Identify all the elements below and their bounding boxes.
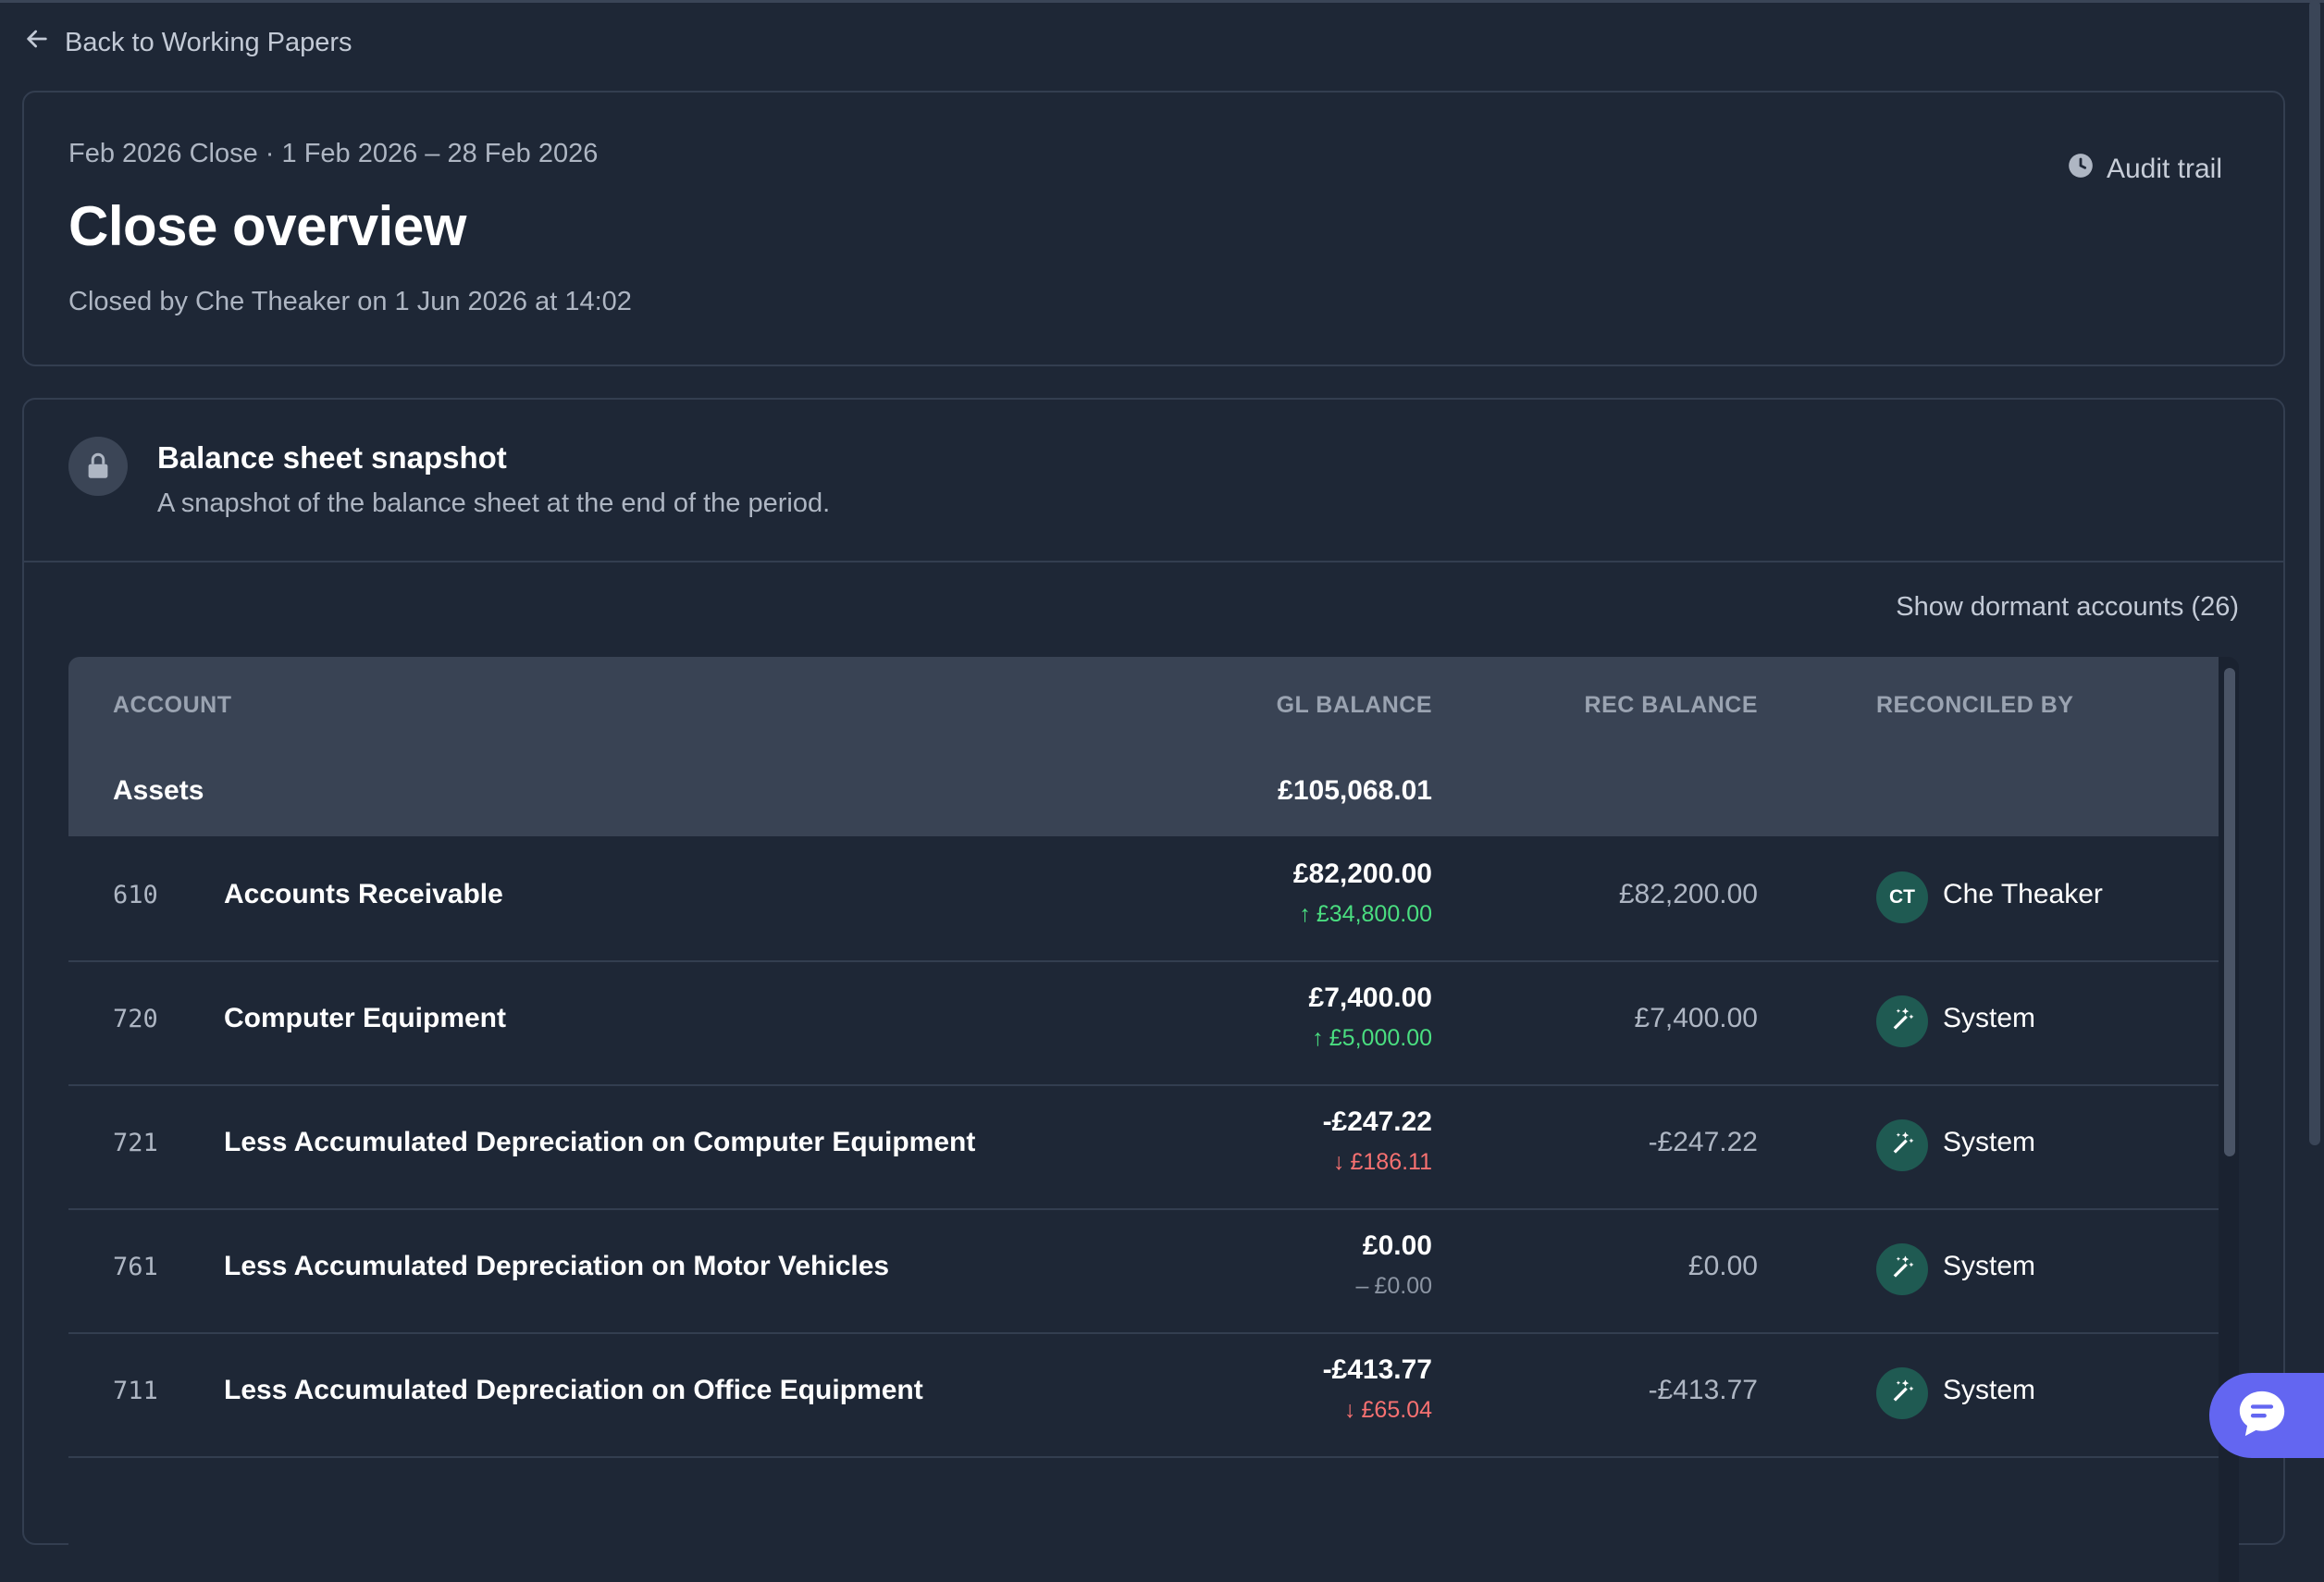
rec-balance: -£247.22 bbox=[1648, 1127, 1758, 1157]
avatar bbox=[1876, 1243, 1928, 1295]
gl-balance: -£247.22 bbox=[1322, 1106, 1432, 1137]
reconciled-by-name: System bbox=[1943, 1127, 2036, 1157]
account-name: Less Accumulated Depreciation on Compute… bbox=[224, 1127, 976, 1157]
magic-wand-icon bbox=[1889, 1130, 1915, 1161]
avatar bbox=[1876, 1367, 1928, 1419]
snapshot-title: Balance sheet snapshot bbox=[157, 440, 507, 475]
balance-sheet-snapshot-card: Balance sheet snapshot A snapshot of the… bbox=[22, 398, 2285, 1582]
gl-change-value: £0.00 bbox=[1374, 1273, 1432, 1299]
account-code: 721 bbox=[113, 1129, 158, 1157]
page-scrollbar-thumb[interactable] bbox=[2309, 0, 2320, 1145]
magic-wand-icon bbox=[1889, 1006, 1915, 1037]
reconciled-by-name: System bbox=[1943, 1251, 2036, 1281]
table-scrollbar[interactable] bbox=[2219, 657, 2239, 1582]
gl-change: – £0.00 bbox=[1356, 1273, 1432, 1300]
avatar: CT bbox=[1876, 871, 1928, 923]
arrow-up-icon: ↑ bbox=[1299, 901, 1311, 927]
arrow-down-icon: ↓ bbox=[1344, 1397, 1356, 1423]
gl-change-value: £186.11 bbox=[1350, 1149, 1432, 1175]
account-code: 761 bbox=[113, 1253, 158, 1281]
magic-wand-icon bbox=[1889, 1378, 1915, 1409]
back-link-label: Back to Working Papers bbox=[65, 27, 352, 57]
chat-support-button[interactable] bbox=[2209, 1373, 2324, 1458]
gl-balance: £7,400.00 bbox=[1308, 983, 1432, 1013]
close-header-card: Feb 2026 Close · 1 Feb 2026 – 28 Feb 202… bbox=[22, 91, 2285, 366]
column-header-account: ACCOUNT bbox=[113, 692, 232, 718]
gl-balance: -£413.77 bbox=[1322, 1354, 1432, 1385]
clock-icon bbox=[2068, 153, 2094, 186]
rec-balance: -£413.77 bbox=[1648, 1375, 1758, 1405]
account-code: 610 bbox=[113, 881, 158, 909]
reconciled-by-name: System bbox=[1943, 1375, 2036, 1405]
snapshot-description: A snapshot of the balance sheet at the e… bbox=[157, 488, 831, 518]
gl-change: ↓ £65.04 bbox=[1344, 1397, 1432, 1424]
arrow-up-icon: ↑ bbox=[1312, 1025, 1324, 1051]
account-name: Less Accumulated Depreciation on Motor V… bbox=[224, 1251, 890, 1281]
back-to-working-papers-link[interactable]: Back to Working Papers bbox=[22, 24, 352, 61]
account-name: Accounts Receivable bbox=[224, 879, 503, 909]
group-total-assets: £105,068.01 bbox=[1278, 775, 1432, 806]
page-title: Close overview bbox=[68, 195, 466, 257]
gl-change: ↑ £5,000.00 bbox=[1312, 1025, 1432, 1052]
table-row[interactable]: 610 Accounts Receivable £82,200.00 ↑ £34,800… bbox=[68, 836, 2219, 962]
gl-change-value: £34,800.00 bbox=[1316, 901, 1432, 927]
table-row[interactable]: 720 Computer Equipment £7,400.00 ↑ £5,000.00… bbox=[68, 960, 2219, 1086]
period-label: Feb 2026 Close · 1 Feb 2026 – 28 Feb 202… bbox=[68, 139, 599, 168]
balance-sheet-table: ACCOUNT GL BALANCE REC BALANCE RECONCILE… bbox=[68, 657, 2239, 1582]
table-header: ACCOUNT GL BALANCE REC BALANCE RECONCILE… bbox=[68, 657, 2219, 836]
account-code: 720 bbox=[113, 1005, 158, 1033]
avatar bbox=[1876, 995, 1928, 1047]
rec-balance: £0.00 bbox=[1687, 1251, 1758, 1281]
arrow-left-icon bbox=[22, 24, 52, 61]
table-row[interactable]: 761 Less Accumulated Depreciation on Moto… bbox=[68, 1208, 2219, 1334]
magic-wand-icon bbox=[1889, 1254, 1915, 1285]
gl-change: ↑ £34,800.00 bbox=[1299, 901, 1432, 928]
account-code: 711 bbox=[113, 1377, 158, 1405]
gl-balance: £0.00 bbox=[1362, 1230, 1432, 1261]
avatar-initials: CT bbox=[1889, 886, 1915, 908]
table-row[interactable]: 711 Less Accumulated Depreciation on Offi… bbox=[68, 1332, 2219, 1458]
rec-balance: £82,200.00 bbox=[1618, 879, 1758, 909]
column-header-gl-balance: GL BALANCE bbox=[1276, 692, 1432, 718]
chat-bubble-icon bbox=[2235, 1387, 2289, 1445]
rec-balance: £7,400.00 bbox=[1634, 1003, 1758, 1033]
column-header-reconciled-by: RECONCILED BY bbox=[1876, 692, 2074, 718]
gl-change: ↓ £186.11 bbox=[1333, 1149, 1432, 1176]
column-header-rec-balance: REC BALANCE bbox=[1584, 692, 1758, 718]
avatar bbox=[1876, 1119, 1928, 1171]
show-dormant-accounts-link[interactable]: Show dormant accounts (26) bbox=[1896, 592, 2239, 622]
gl-change-value: £5,000.00 bbox=[1329, 1025, 1432, 1051]
table-row[interactable]: 721 Less Accumulated Depreciation on Comp… bbox=[68, 1084, 2219, 1210]
lock-icon bbox=[68, 437, 128, 496]
arrow-down-icon: ↓ bbox=[1332, 1149, 1345, 1175]
arrow-flat-icon: – bbox=[1355, 1273, 1369, 1299]
table-scrollbar-thumb[interactable] bbox=[2224, 668, 2235, 1156]
top-border bbox=[0, 0, 2324, 3]
gl-balance: £82,200.00 bbox=[1292, 859, 1432, 889]
reconciled-by-name: Che Theaker bbox=[1943, 879, 2103, 909]
audit-trail-button[interactable]: Audit trail bbox=[2068, 150, 2222, 189]
reconciled-by-name: System bbox=[1943, 1003, 2036, 1033]
group-name-assets: Assets bbox=[113, 775, 204, 806]
audit-trail-label: Audit trail bbox=[2106, 154, 2222, 184]
closed-by-text: Closed by Che Theaker on 1 Jun 2026 at 1… bbox=[68, 287, 632, 316]
account-name: Less Accumulated Depreciation on Office … bbox=[224, 1375, 923, 1405]
account-name: Computer Equipment bbox=[224, 1003, 506, 1033]
snapshot-header: Balance sheet snapshot A snapshot of the… bbox=[24, 400, 2283, 562]
gl-change-value: £65.04 bbox=[1361, 1397, 1432, 1423]
